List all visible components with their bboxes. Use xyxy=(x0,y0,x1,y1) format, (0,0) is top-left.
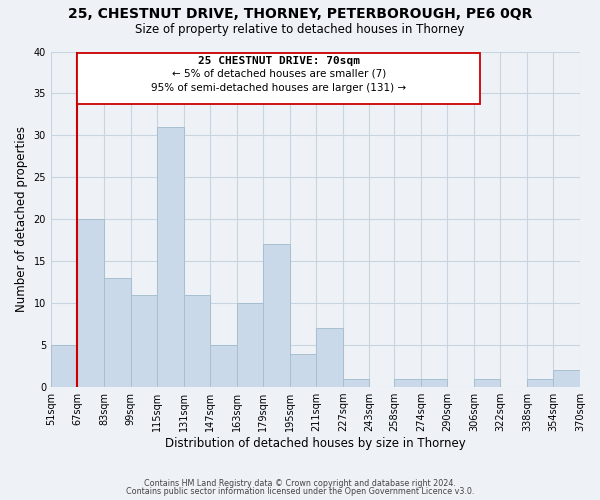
Bar xyxy=(184,295,210,387)
Bar xyxy=(474,378,500,387)
Bar xyxy=(131,295,157,387)
Bar xyxy=(343,378,370,387)
Bar xyxy=(394,378,421,387)
Bar xyxy=(527,378,553,387)
Bar xyxy=(104,278,131,387)
Bar xyxy=(210,345,236,387)
FancyBboxPatch shape xyxy=(77,53,481,104)
X-axis label: Distribution of detached houses by size in Thorney: Distribution of detached houses by size … xyxy=(165,437,466,450)
Bar xyxy=(157,127,184,387)
Text: ← 5% of detached houses are smaller (7): ← 5% of detached houses are smaller (7) xyxy=(172,68,386,78)
Bar xyxy=(421,378,448,387)
Bar xyxy=(51,345,77,387)
Text: Contains public sector information licensed under the Open Government Licence v3: Contains public sector information licen… xyxy=(126,487,474,496)
Text: 25 CHESTNUT DRIVE: 70sqm: 25 CHESTNUT DRIVE: 70sqm xyxy=(198,56,360,66)
Bar xyxy=(290,354,316,387)
Text: 95% of semi-detached houses are larger (131) →: 95% of semi-detached houses are larger (… xyxy=(151,82,407,92)
Text: Size of property relative to detached houses in Thorney: Size of property relative to detached ho… xyxy=(135,22,465,36)
Text: Contains HM Land Registry data © Crown copyright and database right 2024.: Contains HM Land Registry data © Crown c… xyxy=(144,478,456,488)
Text: 25, CHESTNUT DRIVE, THORNEY, PETERBOROUGH, PE6 0QR: 25, CHESTNUT DRIVE, THORNEY, PETERBOROUG… xyxy=(68,8,532,22)
Bar xyxy=(77,220,104,387)
Bar xyxy=(236,303,263,387)
Bar xyxy=(553,370,580,387)
Bar xyxy=(263,244,290,387)
Bar xyxy=(316,328,343,387)
Y-axis label: Number of detached properties: Number of detached properties xyxy=(15,126,28,312)
